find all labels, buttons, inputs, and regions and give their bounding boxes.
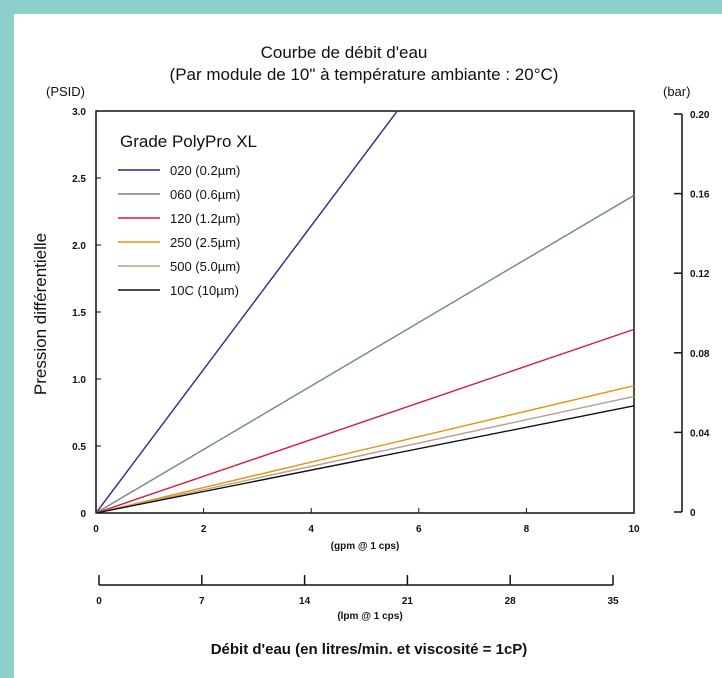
- x-tick-label: 4: [308, 524, 314, 535]
- x-tick-label: 6: [416, 524, 422, 535]
- y-ticks: 0 0.5 1.0 1.5 2.0 2.5 3.0: [72, 107, 101, 520]
- series-line-5: [95, 405, 635, 514]
- legend-label: 500 (5.0µm): [170, 259, 240, 274]
- right-tick-label: 0.08: [690, 349, 710, 360]
- chart-card: Courbe de débit d'eau (Par module de 10"…: [14, 14, 722, 678]
- y-tick-label: 2.5: [72, 174, 86, 185]
- secondary-tick-label: 7: [199, 596, 205, 607]
- right-axis: 0 0.04 0.08 0.12 0.16 0.20: [674, 110, 710, 519]
- chart-title: Courbe de débit d'eau: [261, 43, 428, 62]
- y-tick-label: 1.0: [72, 375, 86, 386]
- legend-label: 120 (1.2µm): [170, 211, 240, 226]
- legend-label: 060 (0.6µm): [170, 187, 240, 202]
- chart-subtitle: (Par module de 10" à température ambiant…: [170, 65, 559, 84]
- secondary-tick-label: 21: [402, 596, 414, 607]
- y-tick-label: 0: [80, 509, 86, 520]
- x-tick-label: 0: [93, 524, 99, 535]
- y-tick-label: 0.5: [72, 442, 86, 453]
- secondary-tick-label: 0: [96, 596, 102, 607]
- series-line-1: [95, 194, 635, 514]
- legend-title: Grade PolyPro XL: [120, 132, 257, 151]
- right-tick-label: 0.12: [690, 269, 710, 280]
- y-tick-label: 3.0: [72, 107, 86, 118]
- legend-label: 250 (2.5µm): [170, 235, 240, 250]
- legend: Grade PolyPro XL 020 (0.2µm) 060 (0.6µm) 12…: [118, 132, 257, 298]
- y-right-unit: (bar): [663, 84, 690, 99]
- x-primary-axis-label: (gpm @ 1 cps): [331, 541, 400, 552]
- x-ticks: 0 2 4 6 8 10: [93, 508, 640, 535]
- y-left-unit: (PSID): [46, 84, 85, 99]
- secondary-tick-label: 35: [607, 596, 619, 607]
- legend-label: 020 (0.2µm): [170, 163, 240, 178]
- right-tick-label: 0.04: [690, 428, 710, 439]
- series-line-0: [95, 110, 398, 514]
- series-line-3: [95, 385, 635, 514]
- x-axis-label: Débit d'eau (en litres/min. et viscosité…: [211, 641, 528, 658]
- y-axis-label: Pression différentielle: [31, 233, 50, 395]
- right-tick-label: 0.20: [690, 110, 710, 121]
- series-lines: [95, 110, 635, 514]
- right-tick-label: 0: [690, 508, 696, 519]
- right-tick-label: 0.16: [690, 190, 710, 201]
- y-tick-label: 1.5: [72, 308, 86, 319]
- series-line-4: [95, 395, 635, 514]
- x-tick-label: 2: [201, 524, 207, 535]
- legend-label: 10C (10µm): [170, 283, 239, 298]
- x-tick-label: 8: [524, 524, 530, 535]
- secondary-tick-label: 14: [299, 596, 311, 607]
- y-tick-label: 2.0: [72, 241, 86, 252]
- series-line-2: [95, 328, 635, 514]
- chart: Courbe de débit d'eau (Par module de 10"…: [31, 43, 710, 658]
- x-tick-label: 10: [628, 524, 640, 535]
- secondary-x-axis: 0 7 14 21 28 35: [96, 575, 619, 607]
- x-secondary-axis-label: (lpm @ 1 cps): [337, 611, 402, 622]
- secondary-tick-label: 28: [505, 596, 517, 607]
